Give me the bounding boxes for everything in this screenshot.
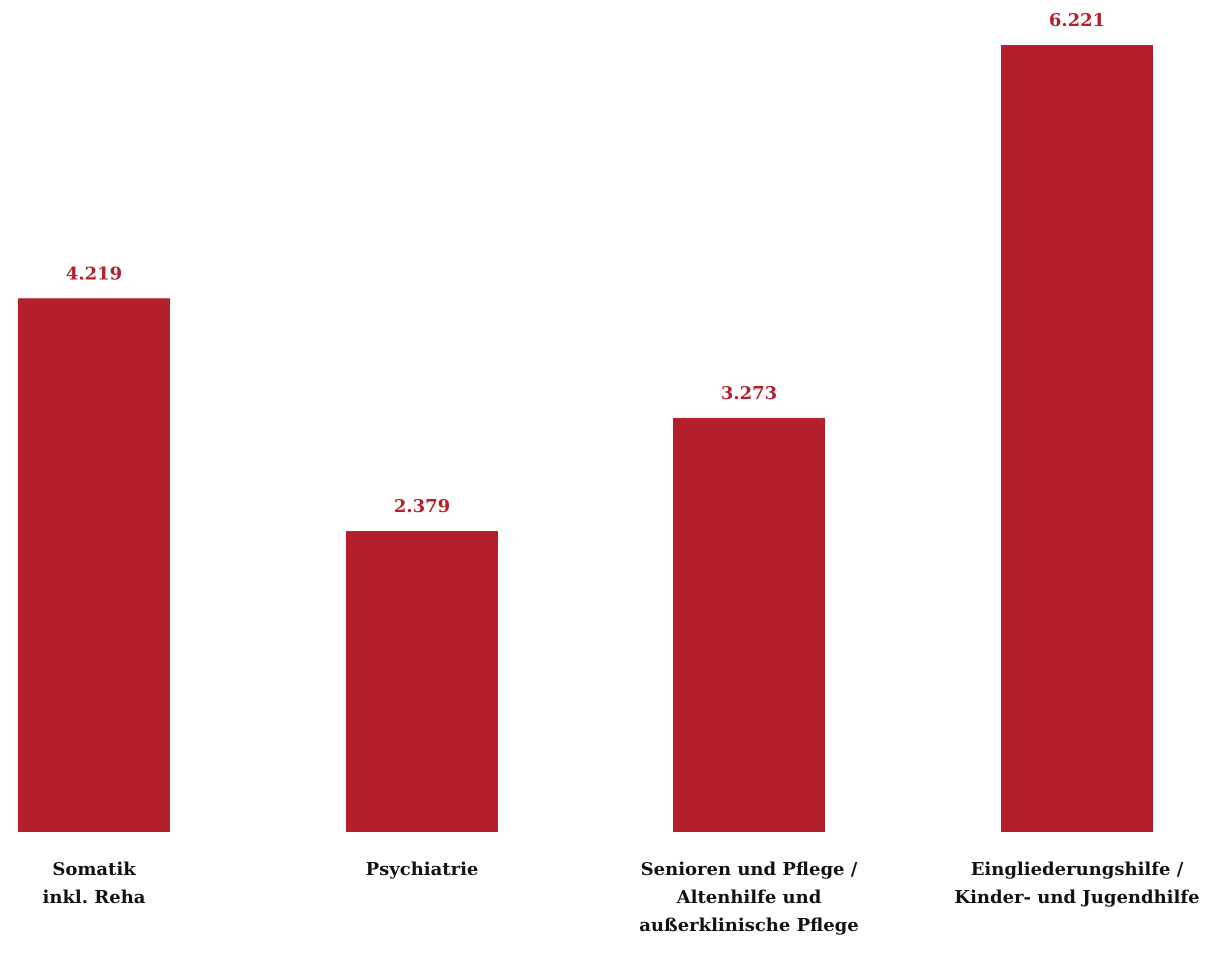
category-label-2: Psychiatrie (365, 859, 479, 880)
bar-1 (18, 298, 170, 833)
category-label-3: Senioren und Pflege / Altenhilfe und auß… (639, 859, 859, 936)
value-label-1: 4.219 (66, 263, 122, 284)
value-label-4: 6.221 (1049, 10, 1105, 31)
value-label-3: 3.273 (721, 383, 777, 404)
category-label-1: Somatik inkl. Reha (42, 859, 146, 908)
bar-4 (1001, 45, 1153, 832)
bar-3 (673, 417, 825, 832)
value-label-2: 2.379 (394, 496, 450, 517)
bar-2 (346, 531, 498, 832)
category-label-4: Eingliederungshilfe / Kinder- und Jugend… (954, 859, 1200, 908)
